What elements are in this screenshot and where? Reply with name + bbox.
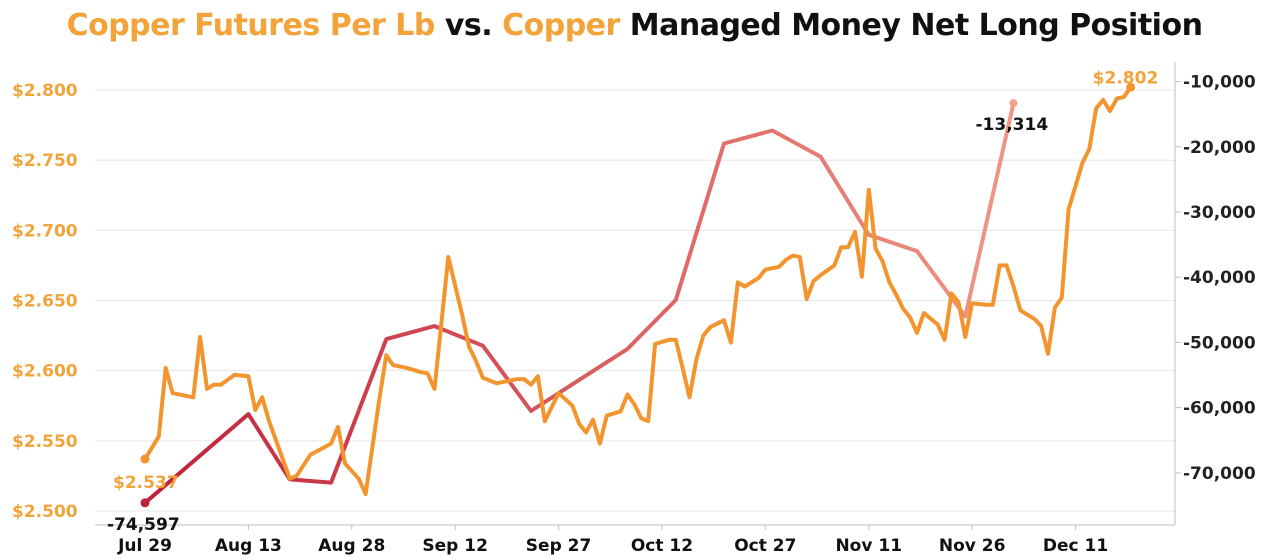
- position-series-line: [143, 101, 1016, 505]
- x-tick-label: Nov 11: [835, 536, 902, 556]
- title-part-position: Managed Money Net Long Position: [619, 8, 1203, 43]
- position-first-point: [140, 498, 150, 508]
- y-left-tick-label: $2.600: [12, 362, 78, 382]
- price-last-label: $2.802: [1093, 68, 1159, 88]
- y-right-tick-label: -60,000: [1183, 399, 1256, 419]
- price-first-point: [140, 454, 150, 464]
- price-series-line: [143, 85, 1133, 497]
- y-right-tick-label: -40,000: [1183, 268, 1256, 288]
- y-right-tick-label: -50,000: [1183, 333, 1256, 353]
- position-first-label: -74,597: [107, 515, 180, 535]
- y-left-tick-label: $2.500: [12, 502, 78, 522]
- y-left-tick-label: $2.800: [12, 81, 78, 101]
- position-last-label: -13,314: [976, 115, 1049, 135]
- title-part-price: Copper Futures Per Lb: [66, 8, 436, 43]
- y-left-tick-label: $2.700: [12, 221, 78, 241]
- title-part-vs: vs.: [434, 8, 503, 43]
- y-right-tick-label: -70,000: [1183, 464, 1256, 484]
- position-last-point: [1009, 99, 1018, 108]
- price-last-point: [1126, 82, 1136, 92]
- x-tick-label: Dec 11: [1043, 536, 1108, 556]
- y-left-tick-label: $2.750: [12, 151, 78, 171]
- x-tick-label: Aug 28: [318, 536, 385, 556]
- y-left-tick-label: $2.550: [12, 432, 78, 452]
- price-first-label: $2.537: [113, 473, 179, 493]
- y-right-tick-label: -20,000: [1183, 138, 1256, 158]
- chart-title: Copper Futures Per Lb vs. Copper Managed…: [0, 8, 1269, 43]
- x-tick-label: Jul 29: [117, 536, 172, 556]
- title-part-copper: Copper: [502, 8, 620, 43]
- y-right-tick-label: -10,000: [1183, 73, 1256, 93]
- x-tick-label: Oct 12: [631, 536, 693, 556]
- y-right-tick-label: -30,000: [1183, 203, 1256, 223]
- x-tick-label: Sep 27: [526, 536, 592, 556]
- x-tick-label: Oct 27: [734, 536, 796, 556]
- y-left-tick-label: $2.650: [12, 292, 78, 312]
- x-tick-label: Aug 13: [215, 536, 282, 556]
- x-tick-label: Sep 12: [422, 536, 488, 556]
- x-tick-label: Nov 26: [939, 536, 1006, 556]
